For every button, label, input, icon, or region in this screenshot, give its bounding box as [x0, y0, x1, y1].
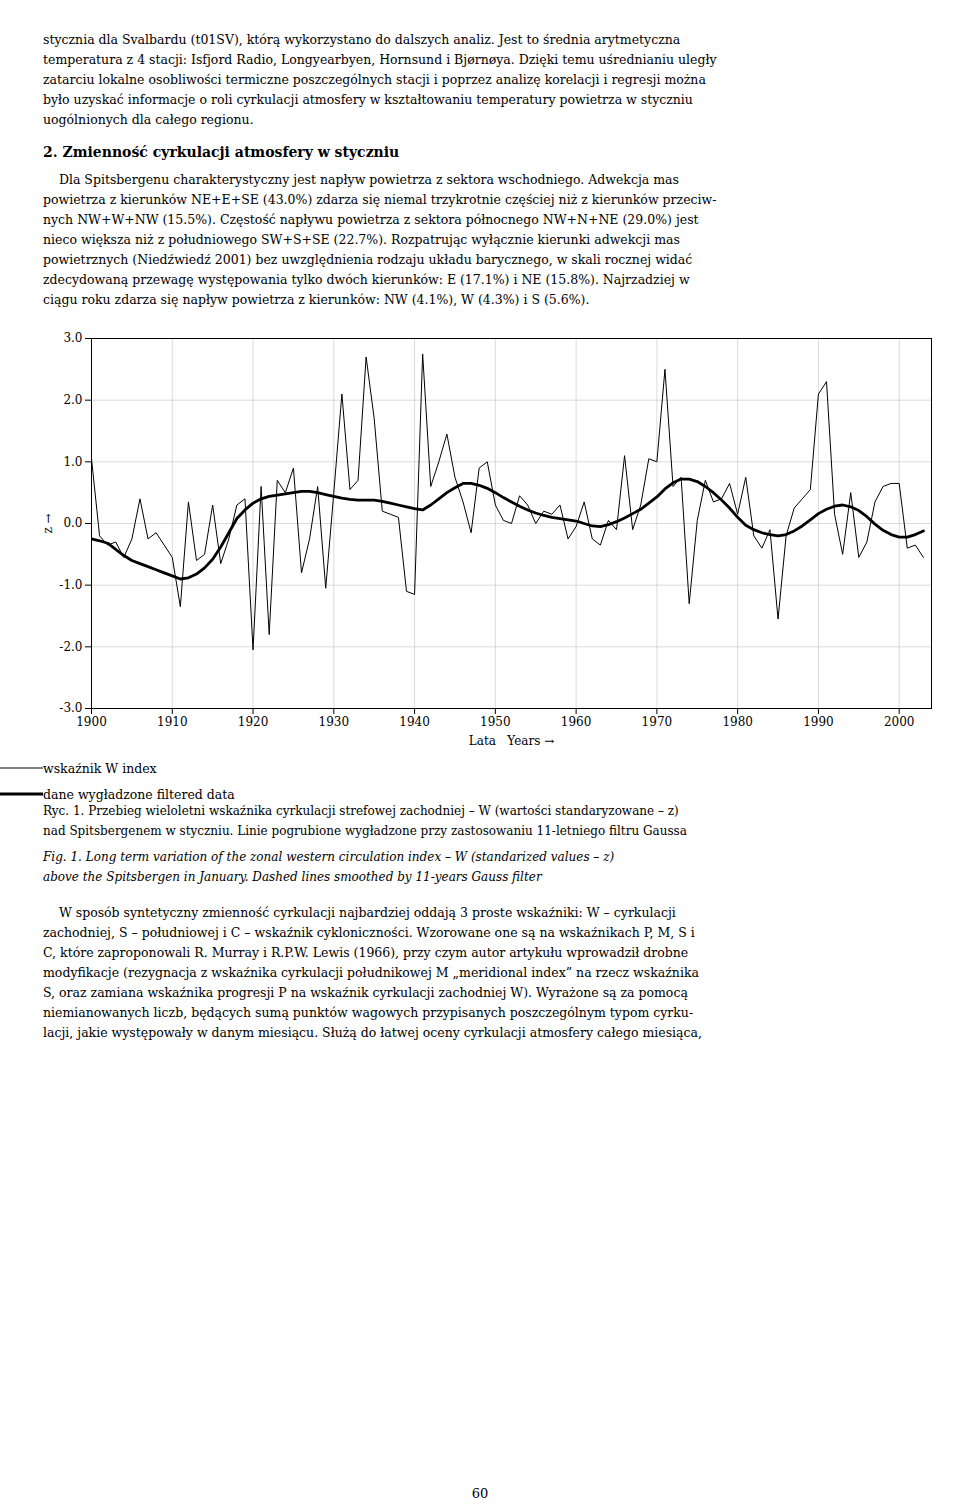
svg-text:1960: 1960 [561, 715, 592, 729]
html-text:Ryc. 1. Przebieg wieloletni ws: Ryc. 1. Przebieg wieloletni wskaźnika cy… [43, 804, 679, 818]
html-text:powietrznych (Niedźwiedź 2001): powietrznych (Niedźwiedź 2001) bez uwzgl… [43, 252, 693, 267]
svg-text:2000: 2000 [884, 715, 915, 729]
html-text:Fig. 1. Long term variation of: Fig. 1. Long term variation of the zonal… [43, 850, 615, 864]
html-text:nych NW+W+NW (15.5%). Częstość: nych NW+W+NW (15.5%). Częstość napływu p… [43, 212, 699, 227]
svg-text:z →: z → [41, 513, 55, 533]
html-text:modyfikacje (rezygnacja z wska: modyfikacje (rezygnacja z wskaźnika cyrk… [43, 965, 699, 980]
svg-text:-3.0: -3.0 [59, 701, 82, 715]
html-text:Dla Spitsbergenu charakterysty: Dla Spitsbergenu charakterystyczny jest … [43, 172, 679, 187]
html-text:nad Spitsbergenem w styczniu.: nad Spitsbergenem w styczniu. Linie pogr… [43, 824, 687, 838]
html-text:uogólnionych dla całego region: uogólnionych dla całego regionu. [43, 112, 254, 127]
svg-text:1970: 1970 [642, 715, 673, 729]
svg-text:0.0: 0.0 [63, 516, 82, 530]
html-text:zachodniej, S – południowej i: zachodniej, S – południowej i C – wskaźn… [43, 925, 695, 940]
html-text:wskaźnik W index: wskaźnik W index [43, 760, 157, 776]
html-text:W sposób syntetyczny zmienność: W sposób syntetyczny zmienność cyrkulacj… [43, 905, 676, 920]
html-text:60: 60 [471, 1486, 489, 1501]
html-text:niemianowanych liczb, będących: niemianowanych liczb, będących sumą punk… [43, 1005, 694, 1020]
html-text:above the Spitsbergen in Janua: above the Spitsbergen in January. Dashed… [43, 870, 542, 884]
svg-text:-2.0: -2.0 [59, 640, 82, 654]
html-text:stycznia dla Svalbardu (t01SV): stycznia dla Svalbardu (t01SV), którą wy… [43, 32, 681, 47]
svg-text:1990: 1990 [803, 715, 834, 729]
html-text:było uzyskać informacje o roli: było uzyskać informacje o roli cyrkulacj… [43, 92, 693, 107]
html-text:2. Zmienność cyrkulacji atmosf: 2. Zmienność cyrkulacji atmosfery w styc… [43, 144, 400, 160]
html-text:zatarciu lokalne osobliwości t: zatarciu lokalne osobliwości termiczne p… [43, 72, 706, 87]
svg-text:1940: 1940 [399, 715, 430, 729]
html-text:nieco większa niż z południowe: nieco większa niż z południowego SW+S+SE… [43, 232, 680, 247]
svg-text:1.0: 1.0 [63, 455, 82, 469]
html-text:dane wygładzone filtered data: dane wygładzone filtered data [43, 786, 235, 802]
svg-text:1930: 1930 [319, 715, 350, 729]
svg-text:1920: 1920 [238, 715, 269, 729]
html-text:C, które zaproponowali R. Murr: C, które zaproponowali R. Murray i R.P.W… [43, 945, 689, 960]
svg-text:-1.0: -1.0 [59, 578, 82, 592]
svg-text:1950: 1950 [480, 715, 511, 729]
html-text:S, oraz zamiana wskaźnika prog: S, oraz zamiana wskaźnika progresji P na… [43, 985, 688, 1000]
svg-text:1900: 1900 [76, 715, 107, 729]
html-text:powietrza z kierunków NE+E+SE: powietrza z kierunków NE+E+SE (43.0%) zd… [43, 192, 717, 207]
html-text:zdecydowaną przewagę występowa: zdecydowaną przewagę występowania tylko … [43, 272, 690, 287]
html-text:lacji, jakie występowały w dan: lacji, jakie występowały w danym miesiąc… [43, 1025, 702, 1040]
html-text:ciągu roku zdarza się napływ p: ciągu roku zdarza się napływ powietrza z… [43, 292, 590, 307]
html-text:temperatura z 4 stacji: Isfjor: temperatura z 4 stacji: Isfjord Radio, L… [43, 52, 717, 67]
svg-text:1910: 1910 [157, 715, 188, 729]
svg-text:1980: 1980 [722, 715, 753, 729]
svg-text:Lata Years →: Lata Years → [469, 734, 554, 748]
svg-text:3.0: 3.0 [63, 331, 82, 345]
svg-text:2.0: 2.0 [63, 393, 82, 407]
